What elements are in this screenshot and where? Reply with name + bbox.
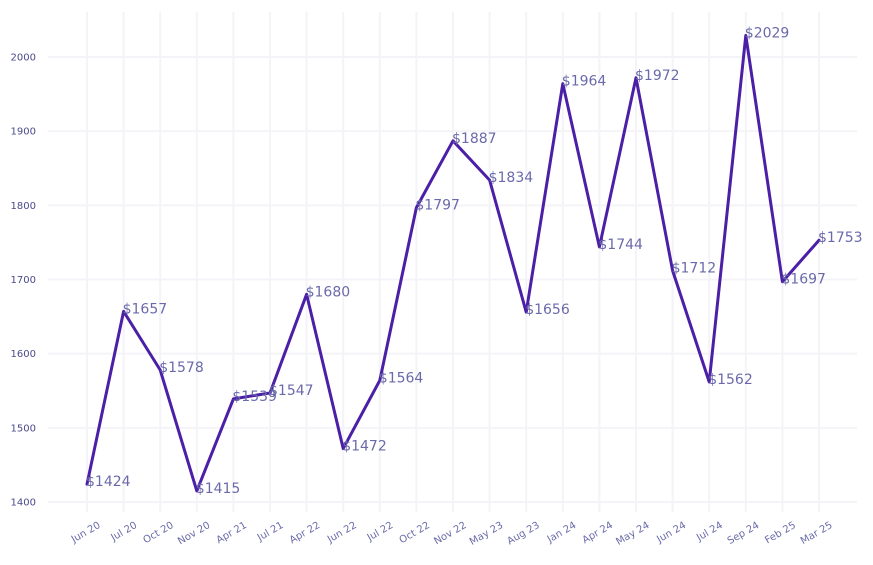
y-tick-label: 1700 xyxy=(11,275,36,286)
data-label: $1539 xyxy=(232,389,277,405)
data-label: $1964 xyxy=(562,74,607,90)
y-axis-ticks: 1400 1500 1600 1700 1800 1900 2000 xyxy=(11,53,36,509)
data-label: $2029 xyxy=(745,25,790,41)
x-tick-label: Apr 24 xyxy=(581,520,615,546)
y-tick-label: 1600 xyxy=(11,349,36,360)
series-line xyxy=(85,34,821,493)
data-label: $1564 xyxy=(379,370,424,386)
y-tick-label: 1500 xyxy=(11,423,36,434)
data-label: $1656 xyxy=(525,302,570,318)
x-tick-label: Apr 22 xyxy=(288,520,322,546)
data-label: $1834 xyxy=(489,170,534,186)
x-tick-label: Aug 23 xyxy=(506,520,542,547)
x-tick-label: Jul 21 xyxy=(255,520,286,544)
x-tick-label: Jul 24 xyxy=(694,520,725,544)
data-label: $1887 xyxy=(452,131,497,147)
grid xyxy=(48,12,857,512)
data-label: $1562 xyxy=(708,372,753,388)
data-label: $1578 xyxy=(159,360,204,376)
x-tick-label: Oct 22 xyxy=(398,520,432,546)
y-tick-label: 2000 xyxy=(11,53,36,64)
x-tick-label: Nov 22 xyxy=(432,520,468,547)
x-tick-label: May 23 xyxy=(468,520,505,548)
x-tick-label: Jun 22 xyxy=(325,520,359,546)
y-tick-label: 1400 xyxy=(11,498,36,509)
x-tick-label: Mar 25 xyxy=(799,520,835,547)
data-label: $1972 xyxy=(635,68,680,84)
y-tick-label: 1900 xyxy=(11,127,36,138)
data-label: $1657 xyxy=(123,301,168,317)
data-label: $1744 xyxy=(598,237,643,253)
data-label: $1753 xyxy=(818,230,863,246)
x-tick-label: Oct 20 xyxy=(141,520,175,546)
x-tick-label: Sep 24 xyxy=(726,520,762,547)
x-tick-label: Nov 20 xyxy=(176,520,212,547)
x-tick-label: May 24 xyxy=(614,520,651,548)
data-label: $1797 xyxy=(415,198,460,214)
x-axis-ticks: Jun 20 Jul 20 Oct 20 Nov 20 Apr 21 Jul 21 Apr … xyxy=(69,520,835,548)
x-tick-label: Apr 21 xyxy=(215,520,249,546)
x-tick-label: Jul 20 xyxy=(109,520,140,544)
data-label: $1472 xyxy=(342,439,387,455)
x-tick-label: Jan 24 xyxy=(545,520,578,546)
data-labels: $1424 $1657 $1578 $1415 $1539$1547 $1680 $1472… xyxy=(86,25,863,496)
x-tick-label: Jun 20 xyxy=(69,520,103,546)
y-tick-label: 1800 xyxy=(11,201,36,212)
data-label: $1547 xyxy=(269,383,314,399)
data-label: $1680 xyxy=(306,284,351,300)
x-tick-label: Jul 22 xyxy=(365,520,396,544)
data-label: $1712 xyxy=(672,261,717,277)
data-label: $1424 xyxy=(86,474,131,490)
x-tick-label: Feb 25 xyxy=(763,520,798,546)
data-label: $1415 xyxy=(196,481,241,497)
x-tick-label: Jun 24 xyxy=(654,520,688,546)
data-label: $1697 xyxy=(781,272,826,288)
